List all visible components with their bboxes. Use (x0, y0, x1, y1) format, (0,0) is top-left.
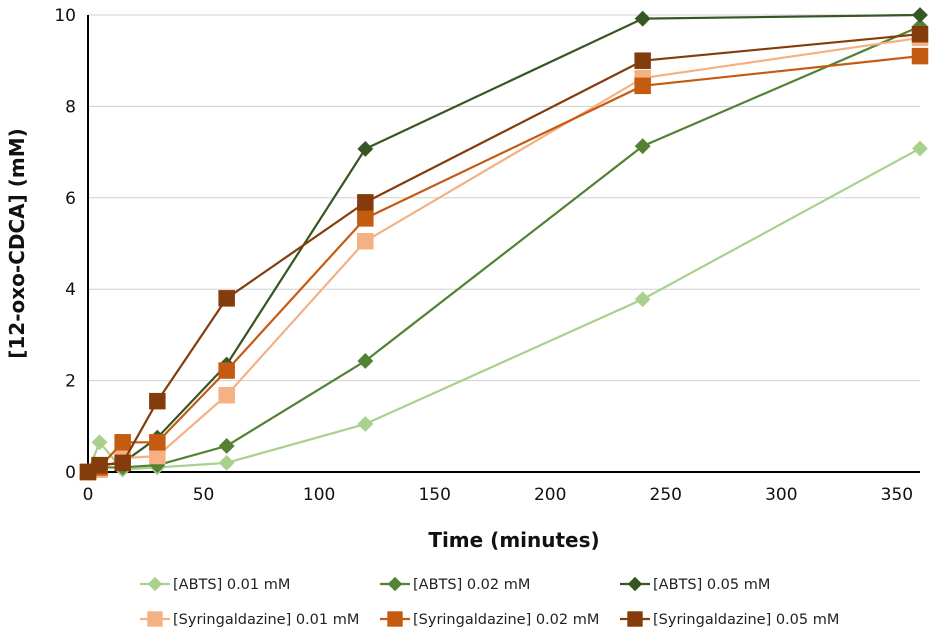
data-point-1-2 (91, 434, 108, 451)
data-point-1-6 (357, 416, 374, 432)
x-tick-label-250: 250 (650, 485, 682, 505)
legend-entry-5: [Syringaldazine] 0.02 mM (380, 611, 599, 627)
legend-label-4: [Syringaldazine] 0.01 mM (173, 612, 359, 627)
data-point-3-6 (357, 140, 374, 157)
data-point-5-8 (911, 47, 929, 65)
legend-marker-5 (387, 611, 403, 627)
legend-entry-4: [Syringaldazine] 0.01 mM (140, 611, 359, 627)
series-1 (80, 140, 928, 480)
legend-entry-3: [ABTS] 0.05 mM (620, 576, 770, 593)
legend-marker-4 (147, 611, 163, 627)
axes (87, 15, 920, 473)
legend-label-2: [ABTS] 0.02 mM (413, 577, 530, 593)
x-tick-label-0: 0 (83, 485, 94, 505)
data-point-3-8 (912, 7, 928, 23)
data-point-1-7 (634, 291, 651, 308)
data-point-4-5 (218, 386, 235, 404)
x-tick-label-50: 50 (193, 485, 215, 505)
legend-label-3: [ABTS] 0.05 mM (653, 577, 770, 593)
legend-marker-6 (627, 611, 643, 627)
data-point-5-3 (114, 434, 131, 451)
data-point-6-6 (357, 194, 374, 211)
data-point-6-2 (91, 456, 108, 474)
series-5 (79, 47, 929, 481)
data-point-5-7 (634, 77, 651, 95)
series-line-5 (87, 55, 921, 474)
y-tick-label-2: 2 (65, 372, 76, 392)
data-point-4-4 (149, 447, 166, 465)
data-point-2-5 (218, 438, 235, 454)
legend-marker-1 (147, 576, 163, 592)
legend-entry-1: [ABTS] 0.01 mM (140, 576, 290, 593)
data-point-6-4 (149, 392, 166, 410)
data-point-1-5 (218, 454, 235, 471)
data-point-4-6 (357, 232, 374, 250)
y-tick-label-8: 8 (65, 97, 76, 117)
series-2 (80, 18, 928, 480)
x-tick-label-350: 350 (881, 485, 913, 505)
series-line-2 (87, 25, 921, 474)
series-line-3 (87, 13, 921, 473)
legend: [ABTS] 0.01 mM [ABTS] 0.02 mM [ABTS] 0.05 … (140, 576, 839, 627)
legend-label-6: [Syringaldazine] 0.05 mM (653, 612, 839, 627)
y-tick-label-6: 6 (65, 189, 76, 209)
series-line-1 (86, 147, 921, 473)
data-point-6-8 (911, 25, 929, 43)
data-point-3-7 (634, 10, 651, 27)
x-tick-label-100: 100 (303, 485, 335, 505)
data-point-1-8 (912, 140, 928, 157)
x-tick-label-300: 300 (765, 485, 797, 505)
gridlines (88, 14, 920, 382)
data-point-2-4 (149, 457, 166, 474)
y-axis-title: [12-oxo-CDCA] (mM) (5, 128, 29, 359)
data-point-2-7 (634, 138, 651, 155)
data-point-5-5 (218, 362, 235, 379)
x-tick-label-150: 150 (418, 485, 450, 505)
data-point-5-6 (357, 210, 374, 227)
legend-marker-2 (387, 576, 403, 592)
legend-label-5: [Syringaldazine] 0.02 mM (413, 612, 599, 627)
legend-label-1: [ABTS] 0.01 mM (173, 577, 290, 593)
data-point-5-4 (149, 434, 166, 451)
y-tick-label-10: 10 (54, 6, 76, 26)
y-tick-label-4: 4 (65, 280, 76, 300)
x-tick-label-200: 200 (534, 485, 566, 505)
legend-entry-6: [Syringaldazine] 0.05 mM (620, 611, 839, 627)
data-point-2-6 (357, 353, 374, 369)
data-point-6-3 (114, 454, 131, 472)
data-point-6-7 (634, 52, 651, 69)
data-point-6-5 (218, 290, 235, 307)
legend-marker-3 (627, 576, 643, 592)
series-layer (79, 7, 929, 481)
series-6 (79, 25, 929, 481)
legend-entry-2: [ABTS] 0.02 mM (380, 576, 530, 593)
y-tick-label-0: 0 (65, 463, 76, 483)
x-axis-title: Time (minutes) (428, 528, 599, 552)
